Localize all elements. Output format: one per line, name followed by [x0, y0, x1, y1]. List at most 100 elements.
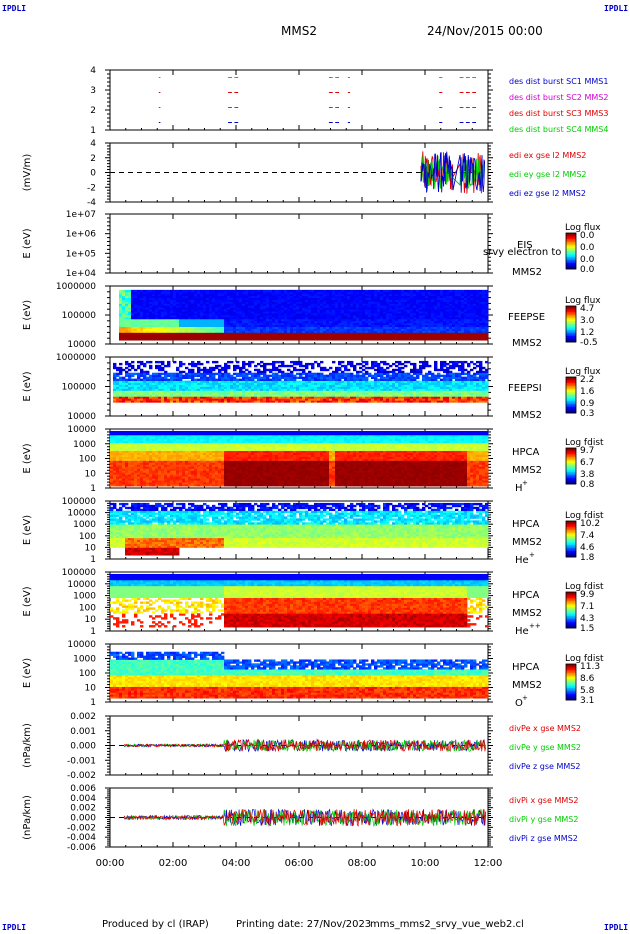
spectrogram-cell — [146, 299, 150, 302]
spectrogram-cell — [251, 334, 255, 337]
spectrogram-cell — [170, 330, 174, 333]
spectrogram-cell — [128, 291, 132, 295]
spectrogram-cell — [209, 338, 213, 341]
spectrogram-cell — [359, 303, 363, 306]
spectrogram-cell — [149, 291, 153, 295]
spectrogram-cell — [182, 301, 186, 304]
spectrogram-cell — [362, 303, 366, 306]
spectrogram-cell — [254, 332, 258, 335]
spectrogram-cell — [251, 299, 255, 302]
spectrogram-cell — [353, 322, 357, 326]
spectrogram-cell — [218, 305, 222, 308]
spectrogram-cell — [335, 289, 339, 293]
spectrogram-cell — [164, 297, 168, 300]
spectrogram-cell — [239, 291, 243, 295]
spectrogram-cell — [188, 295, 192, 298]
spectrogram-cell — [125, 305, 129, 308]
spectrogram-cell — [119, 338, 123, 341]
spectrogram-cell — [326, 301, 330, 304]
spectrogram-cell — [263, 320, 267, 324]
spectrogram-cell — [365, 322, 369, 326]
spectrogram-cell — [290, 297, 294, 300]
spectrogram-cell — [317, 334, 321, 337]
spectrogram-cell — [335, 299, 339, 302]
spectrogram-cell — [290, 313, 294, 316]
spectrogram-cell — [341, 324, 345, 327]
spectrogram-cell — [185, 316, 189, 320]
spectrogram-cell — [182, 374, 186, 378]
spectrogram-cell — [209, 309, 213, 312]
spectrogram-cell — [152, 315, 156, 318]
spectrogram-cell — [311, 303, 315, 306]
spectrogram-cell — [233, 330, 237, 333]
spectrogram-cell — [269, 324, 273, 327]
spectrogram-cell — [272, 313, 276, 316]
spectrogram-cell — [137, 295, 141, 298]
spectrogram-cell — [314, 330, 318, 333]
spectrogram-cell — [128, 307, 132, 310]
spectrogram-cell — [131, 299, 135, 302]
spectrogram-cell — [257, 291, 261, 295]
spectrogram-cell — [158, 328, 162, 331]
spectrogram-cell — [212, 293, 216, 297]
spectrogram-cell — [275, 322, 279, 326]
y-tick-label: 4 — [90, 139, 96, 149]
spectrogram-cell — [236, 372, 240, 376]
spectrogram-cell — [329, 291, 333, 295]
spectrogram-cell — [233, 324, 237, 327]
spectrogram-cell — [296, 301, 300, 304]
spectrogram-cell — [239, 307, 243, 310]
spectrogram-cell — [293, 366, 297, 370]
legend-entry: edi ey gse l2 MMS2 — [509, 170, 587, 179]
spectrogram-cell — [158, 330, 162, 333]
spectrogram-cell — [269, 313, 273, 316]
spectrogram-cell — [206, 295, 210, 298]
spectrogram-cell — [371, 311, 375, 314]
spectrogram-cell — [350, 303, 354, 306]
spectrogram-cell — [215, 305, 219, 308]
spectrogram-cell — [257, 316, 261, 320]
spectrogram-cell — [335, 320, 339, 324]
spectrogram-cell — [323, 332, 327, 335]
spectrogram-cell — [182, 316, 186, 320]
spectrogram-cell — [278, 316, 282, 320]
spectrogram-cell — [146, 376, 150, 380]
spectrogram-cell — [182, 326, 186, 329]
spectrogram-cell — [347, 318, 351, 322]
spectrogram-cell — [191, 291, 195, 295]
spectrogram-cell — [134, 320, 138, 324]
y-axis-label: E (eV) — [22, 371, 33, 401]
spectrogram-cell — [212, 372, 216, 376]
spectrogram-cell — [320, 322, 324, 326]
spectrogram-cell — [314, 315, 318, 318]
spectrogram-cell — [359, 299, 363, 302]
spectrogram-cell — [161, 293, 165, 297]
spectrogram-cell — [188, 305, 192, 308]
spectrogram-cell — [146, 295, 150, 298]
spectrogram-cell — [125, 370, 129, 374]
spectrogram-cell — [332, 299, 336, 302]
colorbar-tick-label: 0.0 — [580, 265, 595, 275]
spectrogram-cell — [122, 305, 126, 308]
spectrogram-cell — [272, 330, 276, 333]
spectrogram-cell — [305, 338, 309, 341]
spectrogram-cell — [308, 316, 312, 320]
spectrogram-cell — [179, 307, 183, 310]
spectrogram-cell — [266, 299, 270, 302]
spectrogram-cell — [350, 313, 354, 316]
spectrogram-cell — [185, 324, 189, 327]
spectrogram-cell — [173, 360, 177, 364]
spectrogram-cell — [200, 293, 204, 297]
spectrogram-cell — [317, 328, 321, 331]
spectrogram-cell — [329, 366, 333, 370]
spectrogram-cell — [275, 289, 279, 293]
spectrogram-cell — [131, 360, 135, 364]
spectrogram-cell — [329, 299, 333, 302]
spectrogram-cell — [266, 311, 270, 314]
spectrogram-cell — [344, 309, 348, 312]
spectrogram-cell — [314, 332, 318, 335]
spectrogram-cell — [296, 311, 300, 314]
spectrogram-cell — [224, 330, 228, 333]
spectrogram-cell — [182, 336, 186, 339]
spectrogram-cell — [254, 303, 258, 306]
